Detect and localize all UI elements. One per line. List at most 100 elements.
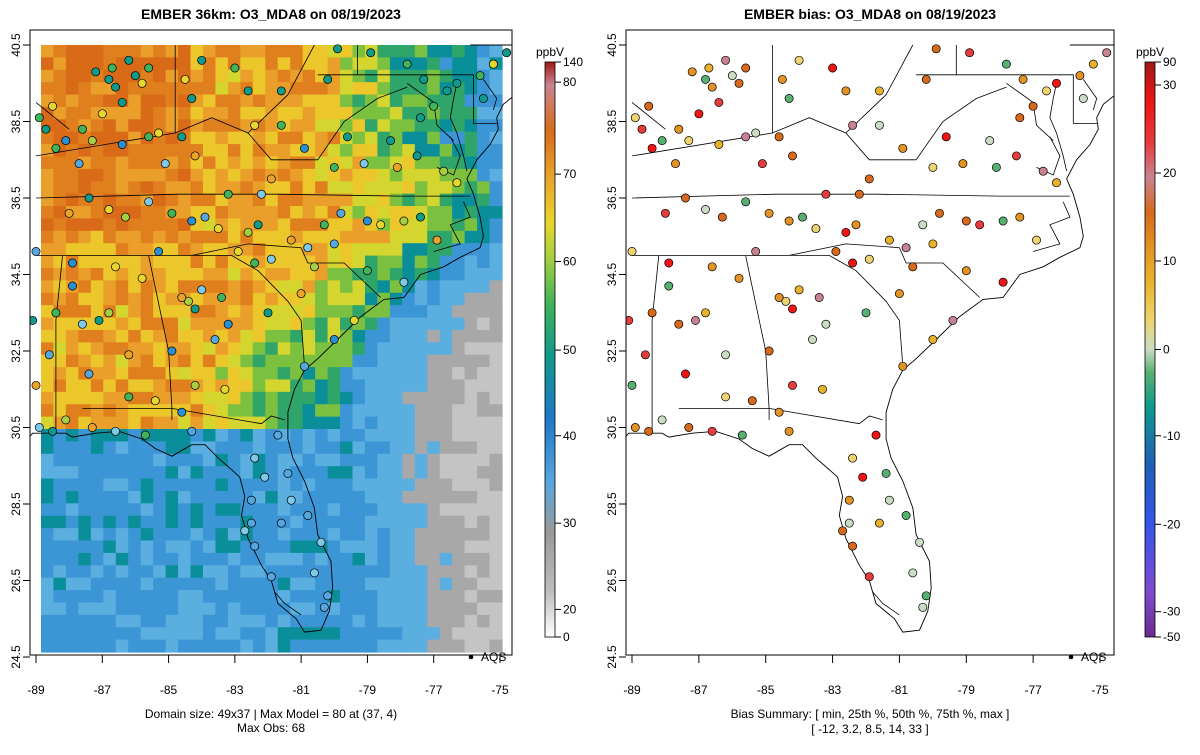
- grid-cell: [489, 627, 503, 641]
- grid-cell: [389, 453, 403, 467]
- grid-cell: [352, 379, 366, 393]
- grid-cell: [227, 379, 241, 393]
- aqs-station-marker: [1032, 235, 1041, 245]
- grid-cell: [190, 367, 204, 381]
- grid-cell: [402, 181, 416, 195]
- grid-cell: [427, 280, 441, 294]
- grid-cell: [427, 503, 441, 517]
- right-plot-frame: [625, 29, 1115, 656]
- grid-cell: [489, 69, 503, 83]
- grid-cell: [377, 478, 391, 492]
- grid-cell: [140, 354, 154, 368]
- grid-cell: [215, 528, 229, 542]
- grid-cell: [439, 131, 453, 145]
- grid-cell: [364, 590, 379, 604]
- grid-cell: [165, 106, 179, 120]
- grid-cell: [402, 565, 416, 579]
- aqs-station-marker: [124, 350, 134, 360]
- grid-cell: [41, 305, 55, 319]
- grid-cell: [340, 168, 354, 182]
- aqs-station-marker: [61, 136, 71, 146]
- grid-cell: [41, 391, 55, 405]
- grid-cell: [227, 82, 241, 96]
- grid-cell: [140, 367, 154, 381]
- grid-cell: [202, 577, 217, 591]
- grid-cell: [402, 466, 416, 480]
- aqs-station-marker: [402, 59, 412, 69]
- grid-cell: [165, 391, 179, 405]
- aqs-station-marker: [392, 162, 402, 172]
- grid-cell: [402, 292, 416, 306]
- grid-cell: [153, 305, 167, 319]
- grid-cell: [439, 367, 453, 381]
- grid-cell: [165, 639, 179, 653]
- grid-cell: [153, 466, 167, 480]
- grid-cell: [41, 466, 55, 480]
- grid-cell: [265, 82, 279, 96]
- grid-cell: [389, 503, 403, 517]
- grid-cell: [153, 379, 167, 393]
- grid-cell: [464, 416, 478, 430]
- grid-cell: [414, 168, 428, 182]
- grid-cell: [265, 193, 279, 207]
- grid-cell: [327, 230, 341, 244]
- grid-cell: [489, 144, 503, 158]
- grid-cell: [402, 94, 416, 108]
- grid-cell: [103, 292, 117, 306]
- grid-cell: [265, 503, 279, 517]
- grid-cell: [290, 243, 304, 257]
- aqs-station-marker: [844, 495, 854, 505]
- grid-cell: [340, 627, 354, 641]
- grid-cell: [489, 218, 503, 232]
- grid-cell: [252, 317, 266, 331]
- grid-cell: [227, 441, 241, 455]
- inland-water-outline: [872, 591, 900, 616]
- grid-cell: [427, 614, 441, 628]
- grid-cell: [227, 490, 241, 504]
- grid-cell: [414, 453, 428, 467]
- grid-cell: [439, 639, 453, 653]
- grid-cell: [128, 577, 142, 591]
- grid-cell: [427, 144, 441, 158]
- aqs-station-marker: [94, 315, 104, 325]
- grid-cell: [140, 478, 154, 492]
- grid-cell: [178, 193, 192, 207]
- grid-cell: [190, 69, 204, 83]
- aqs-station-marker: [784, 94, 794, 103]
- grid-cell: [227, 119, 241, 133]
- aqs-station-marker: [111, 426, 120, 436]
- grid-cell: [389, 614, 403, 628]
- grid-cell: [115, 453, 129, 467]
- grid-cell: [327, 94, 341, 108]
- aqs-station-marker: [77, 319, 87, 329]
- grid-cell: [327, 602, 341, 616]
- grid-cell: [377, 181, 391, 195]
- grid-cell: [252, 404, 266, 418]
- grid-cell: [165, 627, 179, 641]
- colorbar-tick-label: 30: [1163, 78, 1177, 92]
- aqs-station-marker: [303, 243, 313, 253]
- grid-cell: [140, 639, 154, 653]
- grid-cell: [464, 490, 478, 504]
- aqs-station-marker: [727, 71, 737, 81]
- grid-cell: [140, 490, 154, 504]
- grid-cell: [202, 602, 217, 616]
- grid-cell: [153, 490, 167, 504]
- grid-cell: [489, 441, 503, 455]
- grid-cell: [103, 639, 117, 653]
- aqs-station-marker: [223, 189, 233, 199]
- grid-cell: [90, 181, 104, 195]
- grid-cell: [315, 181, 329, 195]
- grid-cell: [202, 305, 217, 319]
- grid-cell: [227, 280, 241, 294]
- grid-cell: [128, 614, 142, 628]
- colorbar-tick-label: 0: [1163, 343, 1170, 357]
- grid-cell: [377, 503, 391, 517]
- grid-cell: [377, 379, 391, 393]
- grid-cell: [315, 416, 329, 430]
- grid-cell: [340, 404, 354, 418]
- grid-cell: [215, 206, 229, 220]
- grid-cell: [452, 515, 466, 529]
- grid-cell: [364, 255, 379, 269]
- grid-cell: [202, 292, 217, 306]
